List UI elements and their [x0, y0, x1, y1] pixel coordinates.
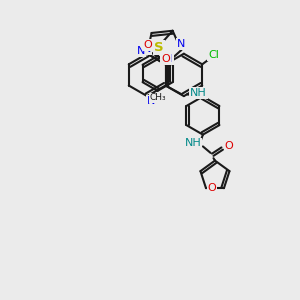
Text: N: N	[164, 54, 172, 64]
Text: CH₃: CH₃	[149, 93, 166, 102]
Text: N: N	[176, 39, 185, 49]
Text: O: O	[143, 40, 152, 50]
Text: N: N	[143, 44, 151, 54]
Text: O: O	[161, 54, 170, 64]
Text: S: S	[154, 41, 164, 54]
Text: O: O	[208, 183, 216, 193]
Text: Cl: Cl	[208, 50, 219, 60]
Text: NH: NH	[190, 88, 207, 98]
Text: NH: NH	[184, 139, 201, 148]
Text: N: N	[146, 96, 155, 106]
Text: N: N	[137, 46, 146, 56]
Text: O: O	[224, 141, 233, 151]
